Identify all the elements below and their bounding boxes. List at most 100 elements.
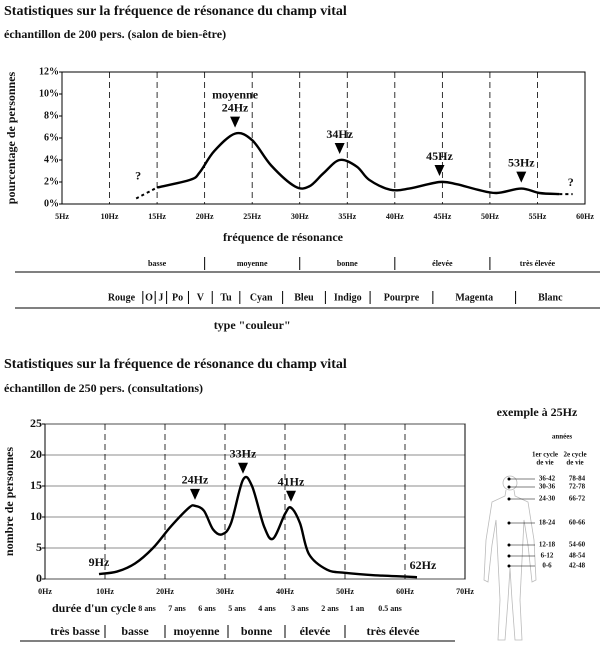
x-tick-label: 40Hz bbox=[386, 212, 404, 221]
row-label: V bbox=[197, 292, 205, 303]
cycle-label: 8 ans bbox=[138, 604, 156, 613]
row-label: basse bbox=[121, 624, 149, 638]
annotation-arrow bbox=[190, 488, 200, 500]
x-tick-label: 50Hz bbox=[481, 212, 499, 221]
annotation-note: moyenne bbox=[212, 87, 259, 101]
x-tick-label: 40Hz bbox=[276, 587, 294, 596]
x-tick-label: 55Hz bbox=[529, 212, 547, 221]
data-line bbox=[135, 186, 158, 200]
data-line bbox=[156, 131, 560, 196]
example-cell: 12-18 bbox=[539, 541, 556, 549]
chart-subtitle: échantillon de 200 pers. (salon de bien-… bbox=[4, 27, 226, 41]
x-tick-label: 70Hz bbox=[456, 587, 474, 596]
cycle-label: 1 an bbox=[350, 604, 365, 613]
colors-caption: type "couleur" bbox=[214, 318, 291, 332]
annotation-arrow bbox=[434, 165, 445, 176]
row-label: Rouge bbox=[108, 292, 136, 303]
row-label: Magenta bbox=[455, 292, 493, 303]
y-tick-label: 10 bbox=[30, 509, 42, 523]
annotation-label: 41Hz bbox=[278, 474, 305, 488]
row-label: basse bbox=[148, 259, 167, 268]
annotation-label: 24Hz bbox=[182, 473, 209, 487]
annotation-arrow bbox=[286, 490, 296, 502]
y-tick-label: 12% bbox=[39, 66, 59, 77]
annotation-label: 9Hz bbox=[89, 555, 110, 569]
example-header: 1er cycle bbox=[532, 451, 558, 459]
annotation-label: ? bbox=[568, 175, 574, 189]
x-tick-label: 25Hz bbox=[243, 212, 261, 221]
y-tick-label: 20 bbox=[30, 447, 42, 461]
cycle-label: 6 ans bbox=[198, 604, 216, 613]
chart-title: Statistiques sur la fréquence de résonan… bbox=[4, 357, 347, 372]
x-axis-label: fréquence de résonance bbox=[223, 230, 344, 244]
cycle-label: 7 ans bbox=[168, 604, 186, 613]
row-label: très élevée bbox=[367, 624, 421, 638]
y-tick-label: 15 bbox=[30, 478, 42, 492]
x-tick-label: 10Hz bbox=[96, 587, 114, 596]
annotation-label: 53Hz bbox=[508, 155, 535, 169]
annotation-label: 34Hz bbox=[326, 127, 353, 141]
example-cell: 72-78 bbox=[569, 483, 586, 491]
cycle-label: 2 ans bbox=[321, 604, 339, 613]
x-tick-label: 60Hz bbox=[576, 212, 594, 221]
x-tick-label: 30Hz bbox=[291, 212, 309, 221]
annotation-label: 33Hz bbox=[230, 447, 257, 461]
row-label: élevée bbox=[432, 259, 453, 268]
row-label: bonne bbox=[337, 259, 358, 268]
row-label: Indigo bbox=[334, 292, 362, 303]
example-header: de vie bbox=[566, 459, 583, 467]
chart-title: Statistiques sur la fréquence de résonan… bbox=[4, 4, 347, 19]
example-header: 2e cycle bbox=[563, 451, 586, 459]
y-tick-label: 10% bbox=[39, 88, 59, 99]
example-cell: 24-30 bbox=[539, 495, 556, 503]
annotation-arrow bbox=[334, 143, 345, 154]
example-cell: 66-72 bbox=[569, 495, 586, 503]
cycle-label: 4 ans bbox=[258, 604, 276, 613]
x-tick-label: 45Hz bbox=[433, 212, 451, 221]
data-line bbox=[98, 475, 418, 579]
example-header: de vie bbox=[536, 459, 553, 467]
y-tick-label: 2% bbox=[44, 176, 59, 187]
x-tick-label: 10Hz bbox=[101, 212, 119, 221]
x-tick-label: 60Hz bbox=[396, 587, 414, 596]
x-tick-label: 35Hz bbox=[338, 212, 356, 221]
y-tick-label: 0% bbox=[44, 198, 59, 209]
y-tick-label: 25 bbox=[30, 416, 42, 430]
row-label: très élevée bbox=[520, 259, 556, 268]
cycle-label: 3 ans bbox=[291, 604, 309, 613]
example-cell: 54-60 bbox=[569, 541, 586, 549]
row-label: O bbox=[145, 292, 153, 303]
y-tick-label: 4% bbox=[44, 154, 59, 165]
row-label: bonne bbox=[241, 624, 273, 638]
row-label: élevée bbox=[300, 624, 331, 638]
row-label: moyenne bbox=[174, 624, 221, 638]
chart: Statistiques sur la fréquence de résonan… bbox=[4, 4, 600, 332]
example-cell: 0-6 bbox=[542, 562, 552, 570]
y-tick-label: 5 bbox=[36, 540, 42, 554]
row-label: Po bbox=[172, 292, 183, 303]
example-cell: 42-48 bbox=[569, 562, 586, 570]
example-cell: 30-36 bbox=[539, 483, 556, 491]
row-label: très basse bbox=[50, 624, 100, 638]
row-label: moyenne bbox=[237, 259, 268, 268]
annotation-label: 62Hz bbox=[410, 558, 437, 572]
example-cell: 78-84 bbox=[569, 475, 586, 483]
x-tick-label: 15Hz bbox=[148, 212, 166, 221]
chart: Statistiques sur la fréquence de résonan… bbox=[2, 357, 474, 642]
example-cell: 48-54 bbox=[569, 552, 586, 560]
annotation-arrow bbox=[238, 462, 248, 474]
y-tick-label: 8% bbox=[44, 110, 59, 121]
annotation-arrow bbox=[230, 116, 241, 128]
example-cell: 18-24 bbox=[539, 519, 556, 527]
x-tick-label: 20Hz bbox=[196, 212, 214, 221]
annotation-label: 45Hz bbox=[426, 149, 453, 163]
row-label: Pourpre bbox=[384, 292, 420, 303]
plot-frame bbox=[61, 71, 586, 205]
annotation-label: ? bbox=[135, 168, 141, 182]
example-cell: 36-42 bbox=[539, 475, 556, 483]
x-axis-label: durée d'un cycle bbox=[52, 601, 137, 615]
x-tick-label: 0Hz bbox=[38, 587, 52, 596]
annotation-label: 24Hz bbox=[222, 100, 249, 114]
row-label: Blanc bbox=[538, 292, 563, 303]
